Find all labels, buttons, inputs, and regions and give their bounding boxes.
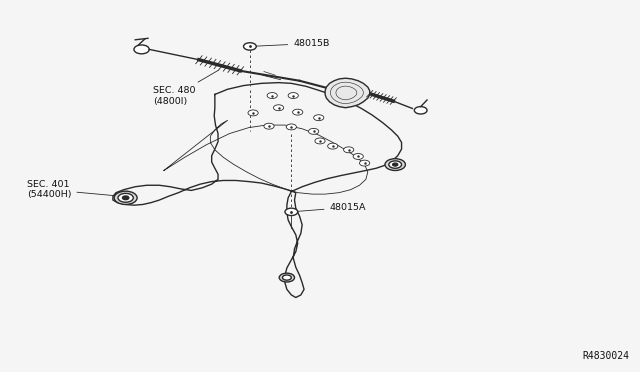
Circle shape [353,154,364,160]
Circle shape [244,43,256,50]
Text: 48015B: 48015B [253,39,330,48]
Circle shape [389,161,401,168]
Text: SEC. 401
(54400H): SEC. 401 (54400H) [27,180,136,199]
Circle shape [286,124,296,130]
Circle shape [114,191,137,205]
Circle shape [414,107,427,114]
Circle shape [122,196,129,200]
Circle shape [328,143,338,149]
Circle shape [248,110,258,116]
Circle shape [134,45,149,54]
Circle shape [285,208,298,215]
Text: R4830024: R4830024 [582,352,629,361]
Circle shape [267,93,277,99]
Text: 48015A: 48015A [294,203,366,212]
Circle shape [393,163,397,166]
Circle shape [315,138,325,144]
Circle shape [314,115,324,121]
Polygon shape [325,78,370,108]
Circle shape [118,193,133,202]
Circle shape [273,105,284,111]
Circle shape [360,160,370,166]
Circle shape [264,123,274,129]
Text: SEC. 480
(4800I): SEC. 480 (4800I) [153,70,219,106]
Circle shape [279,273,294,282]
Circle shape [282,275,291,280]
Circle shape [344,147,354,153]
Circle shape [385,159,405,170]
Circle shape [288,93,298,99]
Circle shape [292,109,303,115]
Circle shape [308,128,319,134]
